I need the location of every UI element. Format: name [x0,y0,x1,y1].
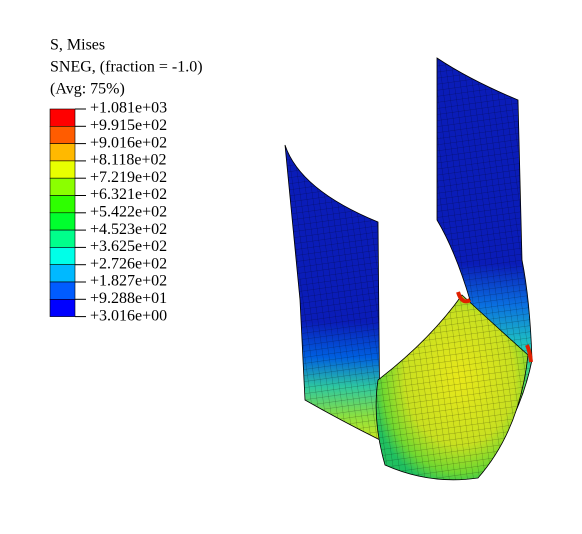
legend-swatch [49,143,76,162]
legend-label: +7.219e+02 [90,169,167,186]
legend-swatch [49,160,76,179]
legend-swatch [49,177,76,196]
legend-label: +9.288e+01 [90,290,167,307]
legend-swatch [49,247,76,265]
legend-label: +8.118e+02 [90,152,167,169]
legend-label: +5.422e+02 [90,203,167,220]
legend-swatch [49,212,76,231]
model [284,57,533,481]
legend-swatch [49,229,76,248]
legend-swatch [49,281,76,300]
legend-swatch [49,108,76,127]
legend-title: SNEG, (fraction = -1.0) [50,59,203,76]
legend-title: S, Mises [50,37,105,54]
legend-label: +1.827e+02 [90,273,167,290]
legend-swatch [49,264,76,283]
legend-label: +6.321e+02 [90,186,167,203]
legend-title: (Avg: 75%) [50,81,125,98]
legend-label: +9.915e+02 [90,117,167,134]
legend-swatch [49,195,76,214]
legend-label: +4.523e+02 [90,221,167,238]
legend-label: +2.726e+02 [90,255,167,272]
legend: S, Mises SNEG, (fraction = -1.0) (Avg: 75%… [49,37,203,324]
legend-label: +3.625e+02 [90,238,167,255]
legend-label: +3.016e+00 [90,307,167,324]
legend-label: +1.081e+03 [90,100,167,117]
legend-swatch [49,126,76,144]
legend-label: +9.016e+02 [90,134,167,151]
legend-swatch [49,298,76,317]
